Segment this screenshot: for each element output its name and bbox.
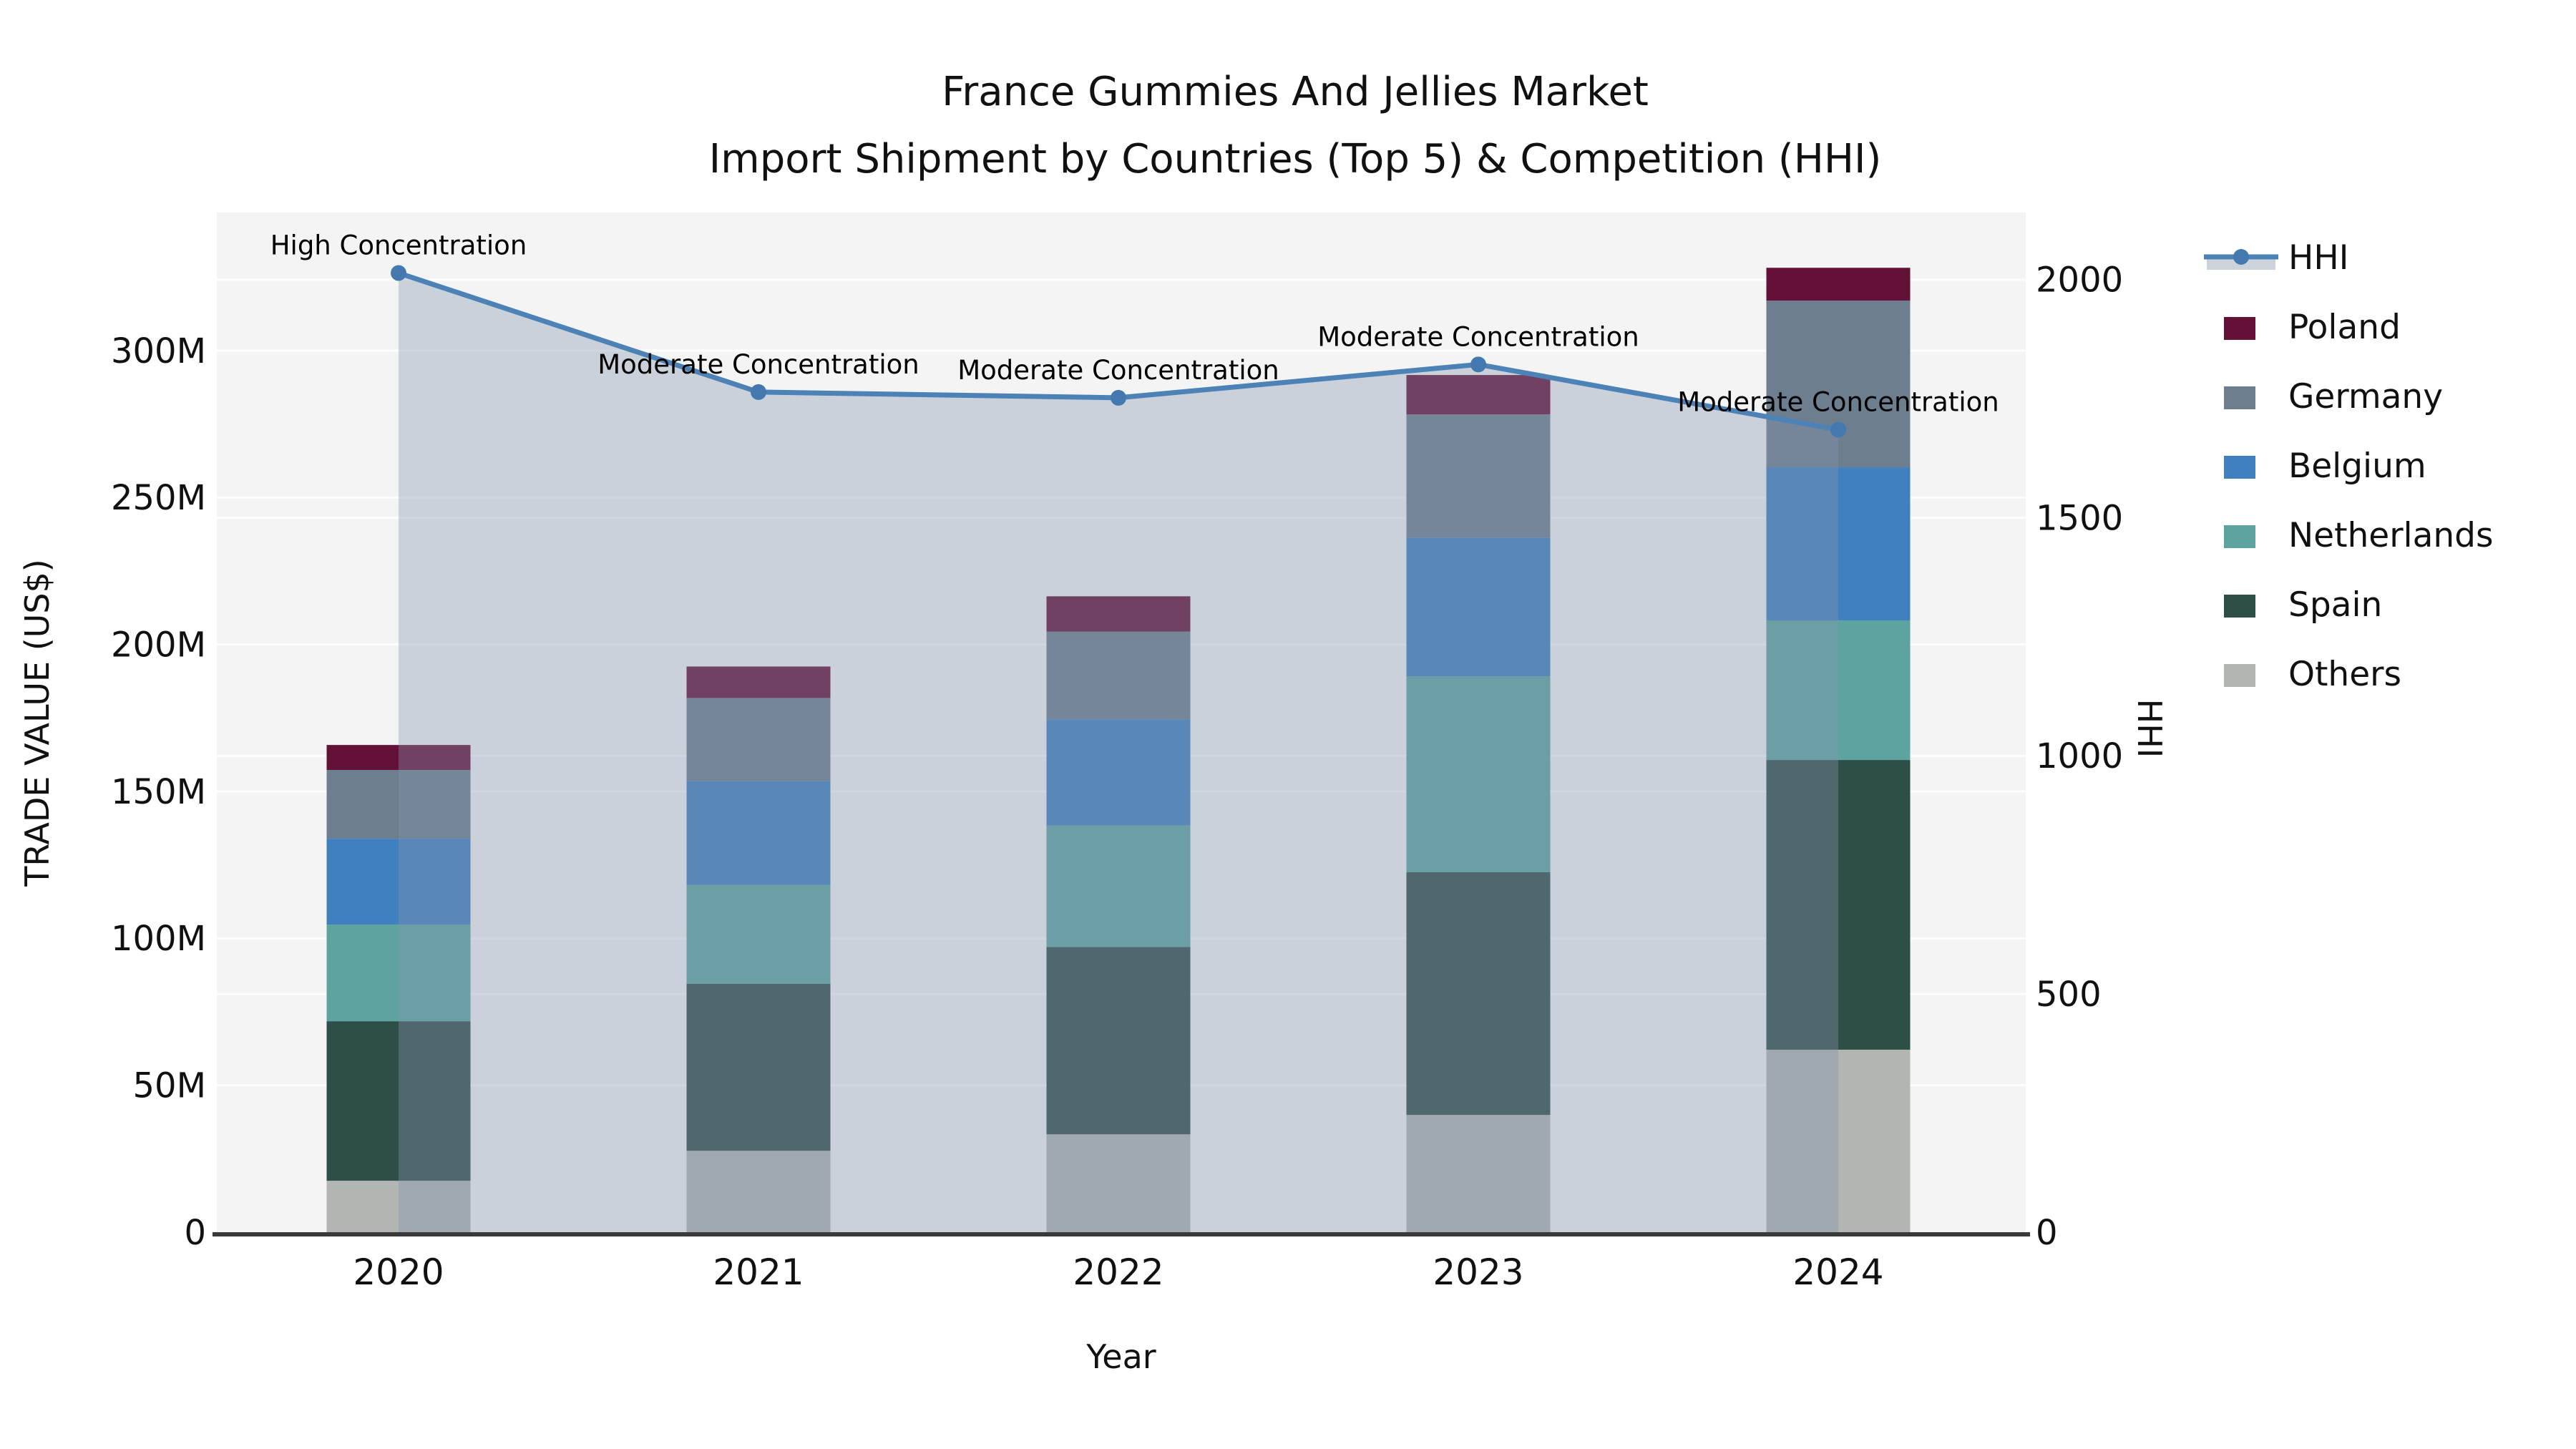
x-axis-spine: [213, 1232, 2030, 1236]
legend-item-spain: Spain: [2201, 570, 2494, 640]
legend-item-belgium: Belgium: [2201, 431, 2494, 501]
x-tick-label-2021: 2021: [713, 1252, 804, 1293]
bar-segment-2024-poland: [1766, 268, 1911, 301]
bar-segment-2022-netherlands: [1046, 825, 1191, 947]
annotation-2024: Moderate Concentration: [1677, 387, 1999, 418]
left-tick-label-100M: 100M: [111, 919, 206, 959]
others-color-swatch-icon: [2201, 659, 2281, 691]
legend-item-poland: Poland: [2201, 293, 2494, 362]
annotation-2020: High Concentration: [270, 230, 527, 261]
hhi-line-swatch-icon: [2201, 243, 2281, 274]
bar-segment-2021-others: [686, 1151, 831, 1232]
legend-item-hhi: HHI: [2201, 223, 2494, 293]
germany-color-swatch-icon: [2201, 381, 2281, 413]
bar-segment-2022-spain: [1046, 947, 1191, 1135]
spain-color-swatch-icon: [2201, 590, 2281, 621]
bar-segment-2022-others: [1046, 1134, 1191, 1232]
chart-title-line1: France Gummies And Jellies Market: [942, 69, 1649, 115]
bar-segment-2021-netherlands: [686, 884, 831, 984]
bar-segment-2021-poland: [686, 666, 831, 698]
x-tick-label-2022: 2022: [1073, 1252, 1163, 1293]
bar-segment-2021-germany: [686, 698, 831, 781]
hhi-legend-sample: [2204, 248, 2278, 270]
right-tick-label-2000: 2000: [2036, 260, 2123, 301]
bar-segment-2023-poland: [1406, 375, 1551, 415]
bar-segment-2022-belgium: [1046, 719, 1191, 826]
bar-segment-2020-germany: [326, 770, 471, 839]
hhi-marker-2024: [1830, 421, 1846, 438]
x-axis-title: Year: [1085, 1337, 1156, 1376]
legend-label-belgium: Belgium: [2288, 447, 2426, 486]
bar-segment-2024-others: [1766, 1049, 1911, 1232]
hhi-area-fill: [399, 273, 1838, 1232]
hhi-marker-2022: [1111, 389, 1126, 406]
legend-item-germany: Germany: [2201, 362, 2494, 431]
annotation-2023: Moderate Concentration: [1317, 321, 1639, 352]
belgium-color-swatch-icon: [2201, 451, 2281, 482]
legend-item-netherlands: Netherlands: [2201, 501, 2494, 570]
legend-label-netherlands: Netherlands: [2288, 516, 2494, 555]
x-tick-label-2024: 2024: [1792, 1252, 1883, 1293]
bar-segment-2023-netherlands: [1406, 676, 1551, 872]
left-tick-label-0: 0: [184, 1213, 206, 1253]
legend-label-germany: Germany: [2288, 377, 2444, 416]
left-tick-label-200M: 200M: [111, 625, 206, 665]
left-tick-label-300M: 300M: [111, 331, 206, 371]
annotation-2021: Moderate Concentration: [597, 349, 919, 380]
hhi-marker-2023: [1470, 356, 1486, 373]
bar-segment-2024-netherlands: [1766, 620, 1911, 761]
right-tick-label-500: 500: [2036, 975, 2102, 1015]
bar-segment-2024-germany: [1766, 301, 1911, 468]
x-tick-label-2020: 2020: [353, 1252, 444, 1293]
bar-segment-2024-spain: [1766, 760, 1911, 1050]
bar-segment-2023-germany: [1406, 414, 1551, 538]
bar-segment-2023-belgium: [1406, 537, 1551, 677]
bar-segment-2024-belgium: [1766, 467, 1911, 620]
bar-segment-2023-spain: [1406, 872, 1551, 1116]
bar-segment-2020-poland: [326, 745, 471, 771]
hhi-marker-2021: [751, 384, 766, 400]
legend: HHI Poland Germany Belgium Netherlands Spain O…: [2201, 223, 2494, 709]
legend-label-others: Others: [2288, 655, 2401, 694]
legend-item-others: Others: [2201, 640, 2494, 709]
right-tick-label-1000: 1000: [2036, 736, 2123, 776]
right-tick-label-0: 0: [2036, 1213, 2058, 1253]
legend-label-spain: Spain: [2288, 585, 2383, 625]
right-tick-label-1500: 1500: [2036, 498, 2123, 538]
x-tick-label-2023: 2023: [1433, 1252, 1523, 1293]
bar-segment-2020-netherlands: [326, 924, 471, 1022]
bar-segment-2020-others: [326, 1181, 471, 1232]
left-tick-label-150M: 150M: [111, 772, 206, 812]
poland-color-swatch-icon: [2201, 312, 2281, 343]
hhi-marker-2020: [391, 265, 406, 281]
bar-segment-2023-others: [1406, 1115, 1551, 1232]
netherlands-color-swatch-icon: [2201, 520, 2281, 552]
annotation-2022: Moderate Concentration: [957, 355, 1279, 386]
bar-segment-2021-belgium: [686, 781, 831, 885]
bar-segment-2022-poland: [1046, 596, 1191, 632]
left-tick-label-250M: 250M: [111, 478, 206, 518]
bar-segment-2020-belgium: [326, 839, 471, 925]
bar-segment-2022-germany: [1046, 631, 1191, 720]
chart-title-line2: Import Shipment by Countries (Top 5) & C…: [708, 136, 1882, 182]
legend-label-hhi: HHI: [2288, 238, 2349, 278]
legend-label-poland: Poland: [2288, 308, 2401, 347]
left-tick-label-50M: 50M: [133, 1065, 207, 1106]
bar-segment-2021-spain: [686, 983, 831, 1151]
bar-segment-2020-spain: [326, 1021, 471, 1181]
